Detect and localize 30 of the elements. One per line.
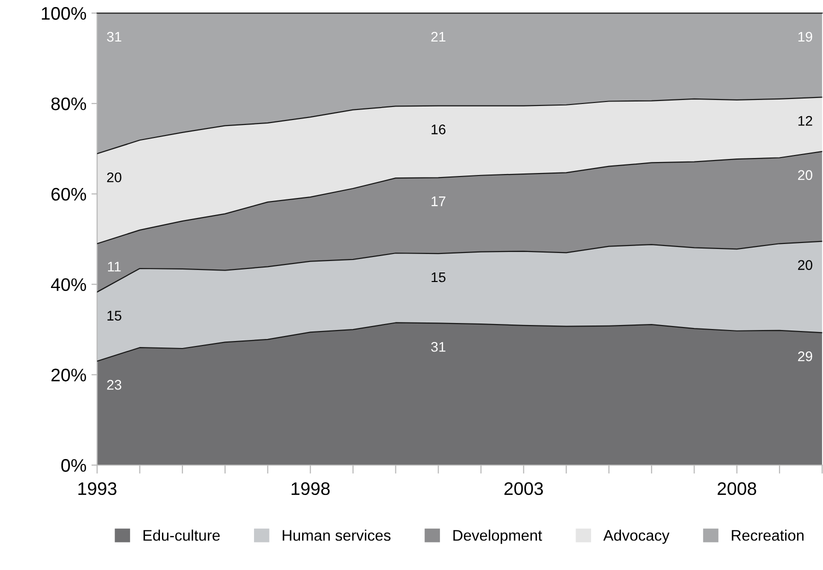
data-label: 16 <box>432 124 446 134</box>
y-tick-label: 40% <box>50 278 86 292</box>
y-tick-label: 0% <box>61 459 86 472</box>
data-label: 20 <box>798 260 812 270</box>
y-tick-label: 60% <box>51 188 86 201</box>
y-tick-label: 20% <box>51 368 86 382</box>
data-label: 17 <box>432 196 446 206</box>
data-label: 12 <box>798 116 812 126</box>
data-label: 19 <box>798 32 812 42</box>
legend-label: Human services <box>282 530 390 541</box>
data-label: 11 <box>108 262 121 272</box>
y-tick-label: 100% <box>42 7 86 20</box>
legend-label: Development <box>453 530 542 544</box>
legend-label: Edu-culture <box>144 530 220 541</box>
data-label: 15 <box>108 310 122 321</box>
y-tick-label: 80% <box>51 97 86 110</box>
x-tick-label: 1993 <box>78 482 116 496</box>
x-tick-label: 1998 <box>292 482 330 496</box>
data-label: 20 <box>798 170 812 180</box>
legend-label: Recreation <box>732 530 804 541</box>
data-label: 20 <box>107 172 122 182</box>
x-tick-label: 2003 <box>504 482 543 496</box>
data-label: 31 <box>431 342 446 352</box>
data-label: 21 <box>431 32 446 42</box>
data-label: 15 <box>432 272 446 282</box>
x-tick-label: 2008 <box>718 482 756 496</box>
data-label: 31 <box>106 32 122 42</box>
data-label: 23 <box>107 380 122 390</box>
legend-label: Advocacy <box>603 530 670 544</box>
data-label: 29 <box>798 351 812 362</box>
